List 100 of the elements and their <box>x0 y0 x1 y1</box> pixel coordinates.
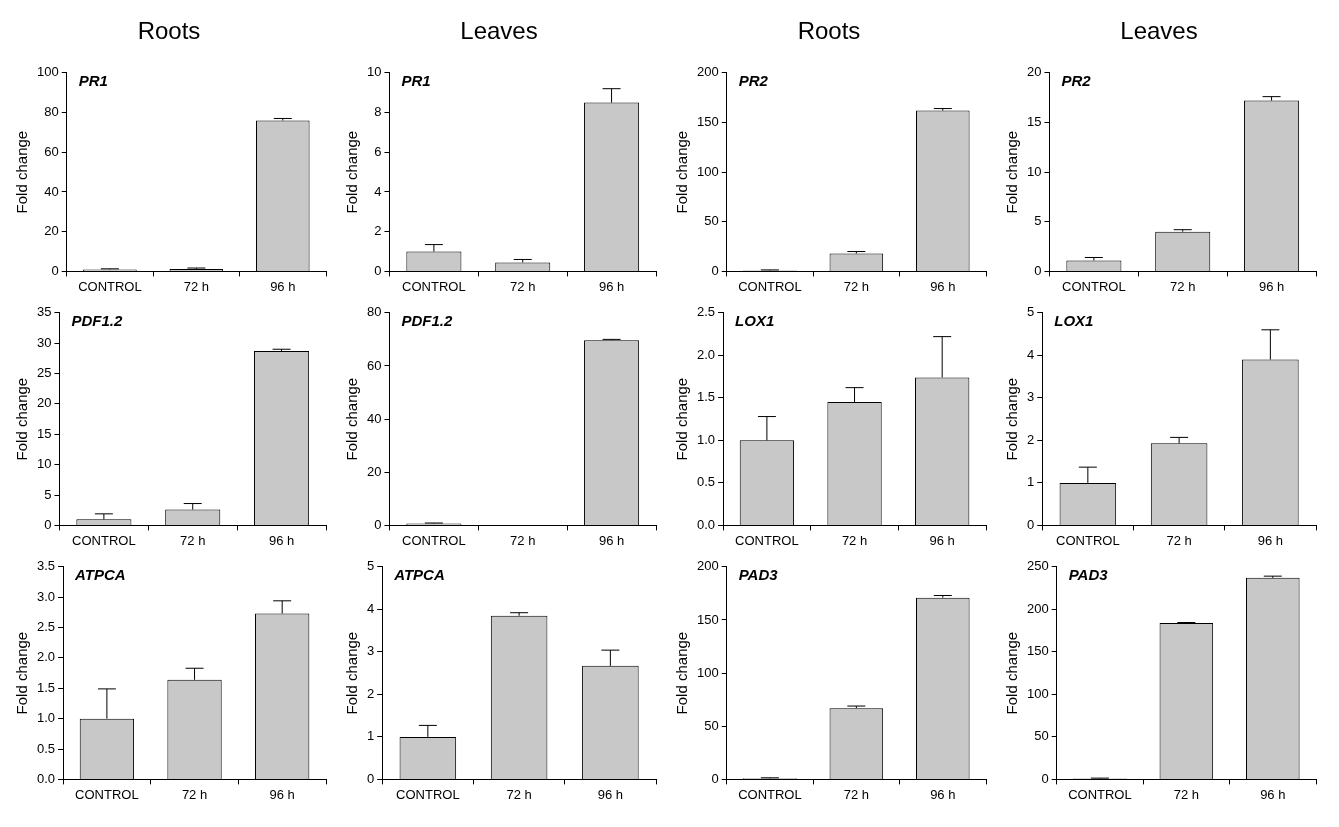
y-tick-label: 150 <box>696 114 719 130</box>
annotation: PAD3 <box>738 566 779 584</box>
y-axis-title: Fold change <box>1003 631 1021 715</box>
y-tick-label: 0.0 <box>696 516 716 532</box>
annotation: PDF1.2 <box>71 312 123 330</box>
y-tick-label: 0 <box>367 770 375 786</box>
y-tick-label: 5 <box>367 558 375 574</box>
y-tick-label: 150 <box>696 611 719 627</box>
y-tick-label: 10 <box>1026 163 1042 179</box>
y-axis-title: Fold change <box>343 377 361 461</box>
x-tick-label: 96 h <box>597 786 624 802</box>
annotation: PR1 <box>78 72 108 90</box>
y-tick-label: 0 <box>1034 262 1042 278</box>
x-tick-label: 72 h <box>180 532 206 548</box>
chart-title: Leaves <box>1120 17 1198 45</box>
x-tick-label: CONTROL <box>738 786 802 802</box>
y-tick-label: 1.5 <box>696 389 716 405</box>
x-tick-label: 96 h <box>1260 786 1286 802</box>
x-tick-label: 96 h <box>1257 532 1284 548</box>
y-tick-label: 20 <box>366 463 382 479</box>
y-tick-label: 0 <box>1027 516 1035 532</box>
x-tick-label: 96 h <box>1258 278 1285 294</box>
x-tick-label: CONTROL <box>1062 278 1126 294</box>
y-tick-label: 6 <box>374 143 382 159</box>
x-tick-label: 72 h <box>181 786 208 802</box>
y-tick-label: 2 <box>374 223 382 239</box>
annotation: PR2 <box>738 72 769 90</box>
x-tick-label: CONTROL <box>72 532 136 548</box>
annotation: PR1 <box>401 72 431 90</box>
annotation: ATPCA <box>74 566 126 584</box>
y-tick-label: 20 <box>44 223 59 239</box>
x-tick-label: 96 h <box>598 532 625 548</box>
y-tick-label: 3.5 <box>36 558 56 574</box>
y-axis-title: Fold change <box>673 130 691 214</box>
y-tick-label: 0 <box>374 262 382 278</box>
y-tick-label: 2 <box>1027 431 1035 447</box>
y-tick-label: 200 <box>1026 600 1049 616</box>
y-tick-label: 60 <box>366 357 382 373</box>
y-tick-label: 5 <box>44 486 52 502</box>
y-tick-label: 50 <box>704 213 719 229</box>
x-tick-label: 72 h <box>510 278 536 294</box>
y-tick-label: 0 <box>374 516 382 532</box>
y-tick-label: 5 <box>1034 213 1042 229</box>
x-tick-label: CONTROL <box>1068 786 1132 802</box>
y-tick-label: 3.0 <box>36 588 56 604</box>
y-tick-label: 0 <box>711 770 719 786</box>
y-tick-label: 200 <box>696 64 719 80</box>
annotation: LOX1 <box>735 312 775 330</box>
y-tick-label: 0.5 <box>696 474 716 490</box>
y-axis-title: Fold change <box>343 631 361 715</box>
y-tick-label: 3 <box>1027 389 1035 405</box>
y-tick-label: 1 <box>1027 474 1035 490</box>
x-tick-label: 96 h <box>930 278 956 294</box>
y-tick-label: 15 <box>36 425 52 441</box>
y-tick-label: 80 <box>44 104 59 120</box>
x-tick-label: 72 h <box>1166 532 1192 548</box>
x-tick-label: CONTROL <box>1056 532 1120 548</box>
y-tick-label: 4 <box>367 600 375 616</box>
y-tick-label: 1.0 <box>36 710 56 726</box>
y-tick-label: 0 <box>1041 770 1049 786</box>
y-axis-title: Fold change <box>343 130 361 214</box>
y-tick-label: 60 <box>44 143 59 159</box>
y-tick-label: 0 <box>51 262 59 278</box>
x-tick-label: CONTROL <box>75 786 139 802</box>
x-tick-label: 72 h <box>1170 278 1196 294</box>
y-tick-label: 25 <box>36 365 52 381</box>
x-tick-label: 72 h <box>843 786 869 802</box>
y-tick-label: 100 <box>696 664 719 680</box>
y-tick-label: 40 <box>44 183 59 199</box>
y-tick-label: 80 <box>366 304 382 320</box>
y-tick-label: 4 <box>374 183 382 199</box>
x-tick-label: CONTROL <box>738 278 802 294</box>
y-tick-label: 10 <box>366 64 382 80</box>
y-tick-label: 1 <box>367 728 375 744</box>
y-tick-label: 40 <box>366 410 382 426</box>
y-tick-label: 20 <box>1026 64 1042 80</box>
chart-title: Leaves <box>460 17 538 45</box>
y-axis-title: Fold change <box>13 377 31 461</box>
x-tick-label: CONTROL <box>78 278 142 294</box>
x-tick-label: CONTROL <box>735 532 799 548</box>
y-tick-label: 2.5 <box>36 619 56 635</box>
y-tick-label: 1.0 <box>696 431 716 447</box>
annotation: PR2 <box>1061 72 1092 90</box>
x-tick-label: 96 h <box>929 532 955 548</box>
y-tick-label: 100 <box>1026 685 1049 701</box>
x-tick-label: 72 h <box>183 278 209 294</box>
y-axis-title: Fold change <box>13 631 31 715</box>
y-tick-label: 2.0 <box>36 649 56 665</box>
x-tick-label: 96 h <box>268 532 295 548</box>
y-tick-label: 10 <box>36 456 52 472</box>
x-tick-label: CONTROL <box>402 532 466 548</box>
y-tick-label: 2.5 <box>696 304 716 320</box>
chart-title: Roots <box>137 17 201 45</box>
y-tick-label: 100 <box>36 64 59 80</box>
x-tick-label: CONTROL <box>402 278 466 294</box>
annotation: PDF1.2 <box>401 312 453 330</box>
y-axis-title: Fold change <box>1003 130 1021 214</box>
y-tick-label: 20 <box>36 395 52 411</box>
x-tick-label: 72 h <box>1173 786 1199 802</box>
x-tick-label: 96 h <box>598 278 625 294</box>
